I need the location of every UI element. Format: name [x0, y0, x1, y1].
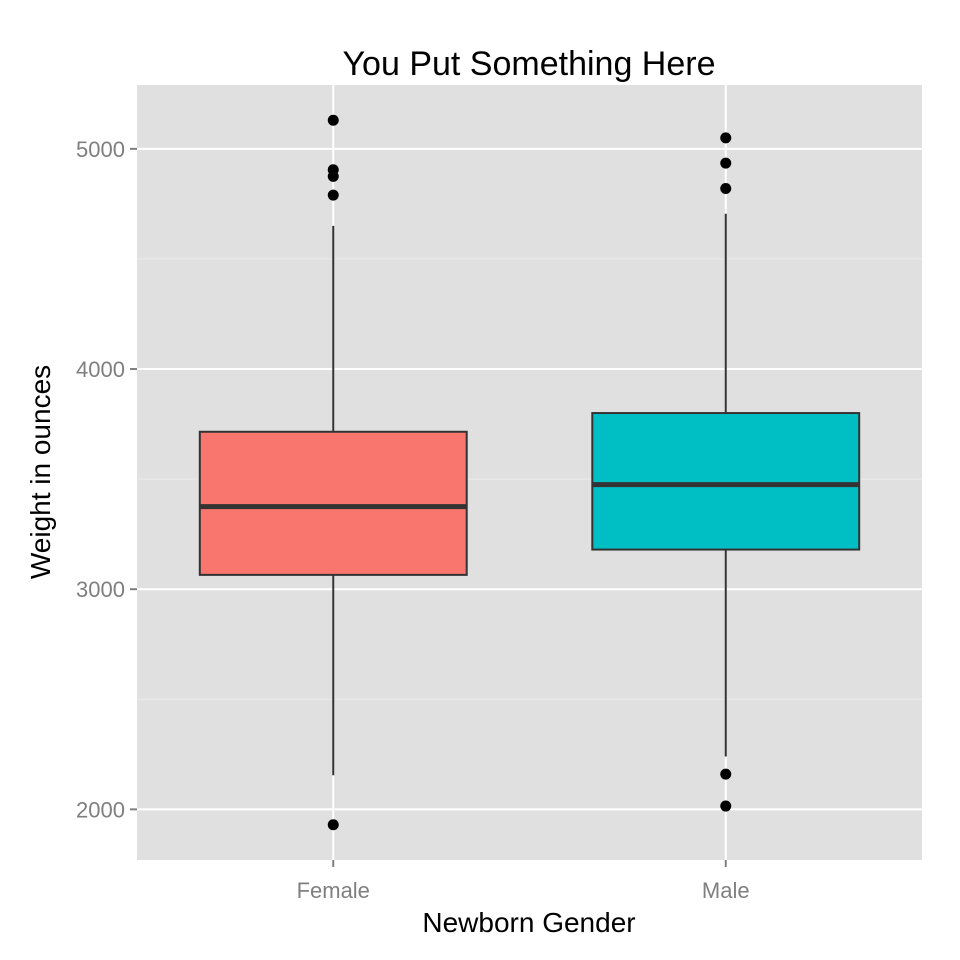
x-axis-title: Newborn Gender — [422, 907, 635, 938]
x-tick-label: Male — [702, 878, 750, 903]
x-tick-label: Female — [297, 878, 370, 903]
y-tick-label: 3000 — [76, 577, 125, 602]
y-tick-label: 4000 — [76, 357, 125, 382]
box-female — [198, 114, 468, 831]
outlier-point — [327, 189, 339, 201]
iqr-box — [198, 430, 468, 576]
chart-title: You Put Something Here — [343, 45, 716, 83]
box-male — [591, 132, 861, 812]
outlier-point — [720, 800, 732, 812]
outlier-point — [720, 182, 732, 194]
box-layer — [198, 114, 861, 831]
outlier-point — [720, 157, 732, 169]
outlier-point — [327, 819, 339, 831]
axis-layer: 2000 3000 4000 5000 Female Male — [76, 137, 750, 903]
outlier-point — [720, 132, 732, 144]
y-tick-label: 5000 — [76, 137, 125, 162]
outlier-point — [327, 114, 339, 126]
outlier-point — [720, 768, 732, 780]
y-tick-label: 2000 — [76, 797, 125, 822]
y-axis-title: Weight in ounces — [25, 365, 56, 579]
iqr-box — [591, 412, 861, 551]
outlier-point — [327, 164, 339, 176]
